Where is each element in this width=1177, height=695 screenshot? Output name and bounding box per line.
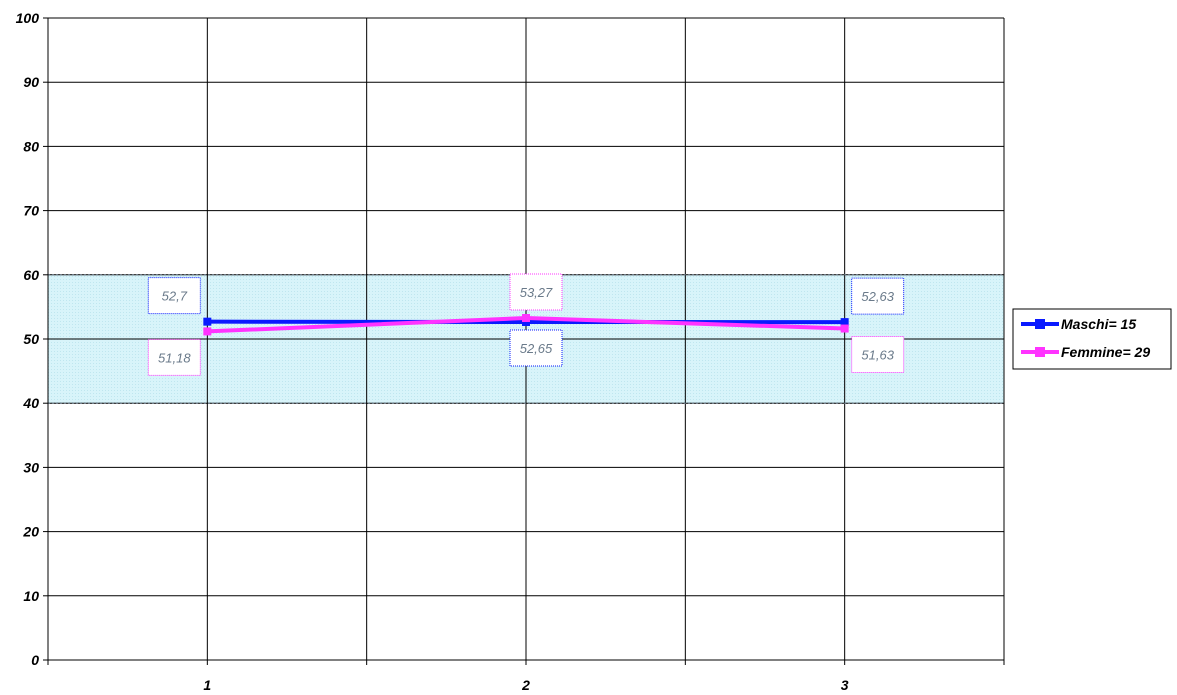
data-label-box <box>509 273 563 311</box>
data-label-box <box>851 277 905 315</box>
data-label-box <box>147 277 201 315</box>
y-axis-ticks: 0 10 20 30 40 50 60 70 80 90 100 <box>16 10 48 668</box>
legend-marker-femmine <box>1035 347 1045 357</box>
x-tick-label: 1 <box>203 677 211 693</box>
data-point <box>203 317 212 326</box>
data-label: 51,63 <box>861 348 894 363</box>
data-label: 53,27 <box>520 285 553 300</box>
data-label-box <box>851 336 905 374</box>
data-label-box <box>147 338 201 376</box>
data-label: 52,63 <box>861 289 894 304</box>
data-label: 52,7 <box>162 289 188 304</box>
data-point <box>840 318 849 327</box>
y-tick-label: 0 <box>31 652 39 668</box>
legend-label-femmine: Femmine= 29 <box>1061 344 1150 360</box>
x-axis-ticks: 1 2 3 <box>47 660 1005 693</box>
y-tick-label: 70 <box>23 203 39 219</box>
data-label-box <box>509 329 563 367</box>
data-series <box>203 314 849 336</box>
y-tick-label: 40 <box>22 395 39 411</box>
x-tick-label: 3 <box>841 677 849 693</box>
y-tick-label: 50 <box>23 331 39 347</box>
data-point <box>840 324 849 333</box>
y-tick-label: 90 <box>23 74 39 90</box>
y-tick-label: 20 <box>22 524 39 540</box>
data-point <box>203 327 212 336</box>
y-tick-label: 80 <box>23 138 39 154</box>
x-tick-label: 2 <box>521 677 530 693</box>
y-tick-label: 100 <box>16 10 40 26</box>
y-tick-label: 30 <box>23 459 39 475</box>
data-label: 52,65 <box>520 341 553 356</box>
y-tick-label: 60 <box>23 267 39 283</box>
y-tick-label: 10 <box>23 588 39 604</box>
data-point <box>522 314 530 323</box>
legend: Maschi= 15 Femmine= 29 <box>1012 308 1172 370</box>
legend-label-maschi: Maschi= 15 <box>1061 316 1136 332</box>
legend-marker-maschi <box>1035 319 1045 329</box>
data-label: 51,18 <box>158 350 191 365</box>
data-labels: 52,7 52,65 52,63 51,18 53,27 51,63 <box>147 273 905 376</box>
